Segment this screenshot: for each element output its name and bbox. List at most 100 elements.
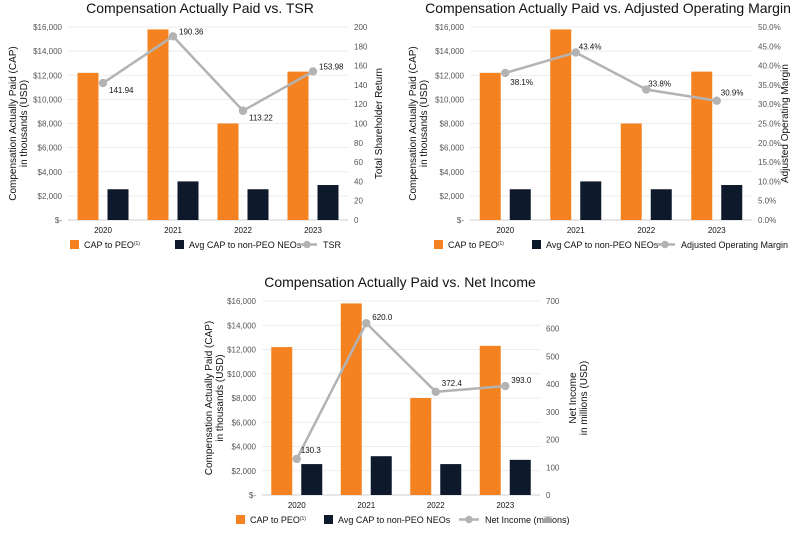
bar-cap-peo [287,71,309,220]
y2-tick-label: 30.0% [758,100,781,109]
y2-tick-label: 15.0% [758,158,781,167]
x-tick-label: 2021 [357,501,375,510]
y-tick-label: $8,000 [232,394,257,403]
bar-cap-peo [620,123,642,220]
line-data-label: 141.94 [109,86,134,95]
line-point [571,48,580,57]
chart-svg: Compensation Actually Paid vs. Net Incom… [204,274,590,525]
y-tick-label: $12,000 [33,71,62,80]
line-series [504,51,717,102]
y-tick-label: $- [249,491,256,500]
y-axis-label-line: Compensation Actually Paid (CAP) [8,46,19,201]
legend-line-label: TSR [323,240,342,250]
line-data-label: 43.4% [579,42,602,51]
y-tick-label: $4,000 [440,168,465,177]
y-tick-label: $14,000 [227,321,256,330]
line-data-label: 372.4 [442,379,463,388]
line-point [308,67,318,76]
y2-tick-label: 0 [354,216,359,225]
chart-title: Compensation Actually Paid vs. Net Incom… [264,274,536,290]
line-series [102,34,314,113]
y2-tick-label: 500 [546,352,560,361]
y-axis-label-line: Compensation Actually Paid (CAP) [204,321,215,476]
line-point [292,454,301,464]
bar-avg-cap-non-peo [177,181,199,220]
y2-tick-label: 160 [354,62,368,71]
y-axis-label-line: in thousands (USD) [19,80,30,167]
line-point [431,387,440,396]
y2-tick-label: 50.0% [758,23,781,32]
y-axis-label-line: in thousands (USD) [215,354,226,441]
line-data-label: 130.3 [301,446,322,455]
y2-tick-label: 120 [354,100,368,109]
bar-cap-peo [217,123,239,220]
legend-avg-cap-non-peo-label: Avg CAP to non-PEO NEOs [338,515,451,525]
bar-avg-cap-non-peo [317,185,339,220]
y-axis-label-line: Compensation Actually Paid (CAP) [408,46,419,201]
y-tick-label: $- [457,216,464,225]
x-tick-label: 2022 [637,226,655,235]
y-tick-label: $4,000 [38,168,63,177]
legend-avg-cap-non-peo-swatch [175,240,184,249]
y-tick-label: $14,000 [435,47,464,56]
y2-tick-label: 80 [354,139,363,148]
y-axis-label-line: in thousands (USD) [419,80,430,167]
line-data-label: 190.36 [179,27,204,36]
y-tick-label: $6,000 [440,144,465,153]
line-data-label: 33.8% [648,80,671,89]
y-tick-label: $16,000 [227,297,256,306]
chart-title: Compensation Actually Paid vs. TSR [86,0,314,16]
y2-tick-label: 700 [546,297,560,306]
y2-tick-label: 40.0% [758,62,781,71]
y-tick-label: $16,000 [435,23,464,32]
y2-tick-label: 180 [354,42,368,51]
x-tick-label: 2023 [304,226,322,235]
x-tick-label: 2020 [94,226,112,235]
chart-svg: Compensation Actually Paid vs. TSR $- $2,0… [8,0,385,250]
y-tick-label: $2,000 [440,192,465,201]
legend-superscript: (1) [300,516,306,522]
y2-tick-label: 20 [354,197,363,206]
y2-tick-label: 0 [546,491,551,500]
y2-tick-label: 25.0% [758,120,781,129]
y-tick-label: $2,000 [232,467,257,476]
y-axis-label: Compensation Actually Paid (CAP)in thous… [204,321,226,476]
y2-tick-label: 140 [354,81,368,90]
x-tick-label: 2022 [427,501,445,510]
x-tick-label: 2023 [708,226,726,235]
y2-tick-label: 300 [546,408,560,417]
y-tick-label: $12,000 [227,346,256,355]
legend-avg-cap-non-peo-swatch [532,240,541,249]
y2-tick-label: 400 [546,380,560,389]
bar-avg-cap-non-peo [650,189,672,220]
y2-axis-label-line: Total Shareholder Return [374,68,385,179]
line-point [501,68,510,78]
line-data-label: 620.0 [372,313,393,322]
chart-cap-vs-operating-margin: Compensation Actually Paid vs. Adjusted … [400,0,800,266]
legend-line-label: Adjusted Operating Margin [681,240,788,250]
legend-superscript: (1) [498,241,504,247]
bar-cap-peo [340,303,362,495]
y-tick-label: $8,000 [440,120,465,129]
line-point [642,85,651,94]
y2-tick-label: 10.0% [758,177,781,186]
y-tick-label: $10,000 [227,370,256,379]
line-point [238,106,248,115]
y-tick-label: $8,000 [38,120,63,129]
y2-tick-label: 200 [354,23,368,32]
bar-cap-peo [479,72,501,221]
bar-cap-peo [77,72,99,221]
y2-tick-label: 0.0% [758,216,776,225]
y-tick-label: $4,000 [232,443,257,452]
x-tick-label: 2020 [288,501,306,510]
bar-avg-cap-non-peo [580,181,602,220]
y-tick-label: $16,000 [33,23,62,32]
y2-tick-label: 5.0% [758,197,776,206]
line-series [295,321,506,460]
y2-tick-label: 100 [354,120,368,129]
legend-line-label: Net Income (millions) [485,515,570,525]
bar-avg-cap-non-peo [509,459,531,495]
line-point [712,96,721,105]
y-tick-label: $6,000 [232,418,257,427]
bar-avg-cap-non-peo [301,464,323,495]
